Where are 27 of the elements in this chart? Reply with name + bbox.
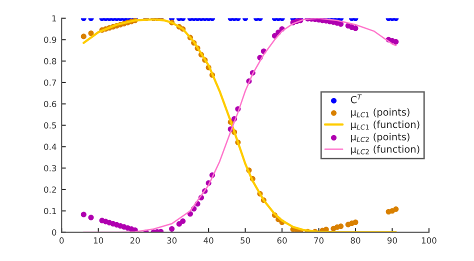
legend-label: μ$_{LC2}$ (function) (351, 145, 420, 155)
y-tick-label: 0 (52, 229, 56, 236)
y-tick-label: 0.8 (44, 58, 56, 64)
x-tick-label: 40 (204, 237, 214, 244)
legend-label: μ$_{LC1}$ (points) (351, 108, 410, 118)
x-tick-label: 90 (387, 237, 397, 244)
legend-label: μ$_{LC1}$ (function) (351, 120, 420, 130)
x-tick-label: 70 (314, 237, 324, 244)
y-tick-label: 0.5 (44, 122, 56, 129)
x-tick-label: 100 (422, 237, 436, 244)
y-tick-label: 0.2 (44, 186, 56, 193)
y-tick-label: 0.1 (44, 208, 56, 214)
x-tick-label: 0 (60, 237, 64, 244)
x-tick-label: 30 (167, 237, 177, 244)
y-tick-label: 1 (52, 15, 56, 22)
y-tick-label: 0.9 (44, 36, 56, 43)
x-tick-label: 20 (130, 237, 140, 244)
legend-label: μ$_{LC2}$ (points) (351, 132, 410, 142)
legend-label: C$^{T}$ (350, 94, 362, 104)
y-tick-label: 0.6 (44, 100, 56, 108)
y-tick-label: 0.3 (44, 165, 56, 172)
x-tick-label: 50 (240, 237, 250, 244)
y-tick-label: 0.7 (44, 79, 56, 86)
x-tick-label: 10 (94, 237, 104, 244)
x-tick-label: 60 (277, 237, 287, 244)
x-tick-label: 80 (350, 237, 360, 244)
y-tick-label: 0.4 (44, 144, 56, 150)
